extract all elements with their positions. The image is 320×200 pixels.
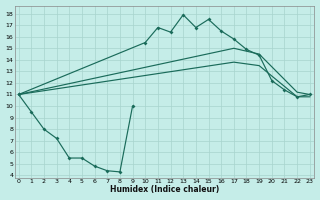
X-axis label: Humidex (Indice chaleur): Humidex (Indice chaleur) [109,185,219,194]
